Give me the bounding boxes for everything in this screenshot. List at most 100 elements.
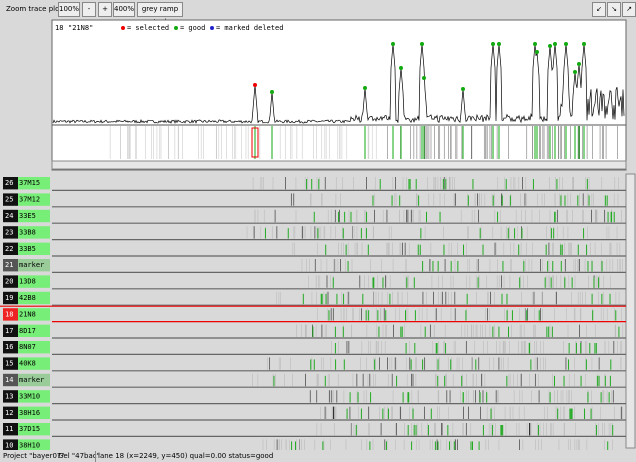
lane-name[interactable]: 37D15 <box>19 425 40 433</box>
zoom-button[interactable]: 400% <box>113 2 135 17</box>
peak-marker <box>548 44 552 48</box>
status-bar: Project "bayer07" Gel "47bac" lane 18 (x… <box>0 451 636 462</box>
lane-name-box <box>18 193 50 206</box>
lane-name-box <box>18 357 50 370</box>
peak-marker <box>253 83 257 87</box>
icon-button[interactable]: ↘ <box>607 2 621 17</box>
lane-number[interactable]: 25 <box>5 196 13 204</box>
lane-number[interactable]: 20 <box>5 278 13 286</box>
lane-number-box <box>3 423 18 436</box>
lane-name[interactable]: 8N07 <box>19 343 36 351</box>
zoom-button[interactable]: 100% <box>58 2 80 17</box>
lane-number[interactable]: 22 <box>5 245 13 253</box>
lane-name-box <box>18 226 50 239</box>
icon-button[interactable]: ↙ <box>592 2 606 17</box>
peak-marker <box>564 42 568 46</box>
lane-name[interactable]: 37M12 <box>19 196 40 204</box>
lane-name[interactable]: 42B8 <box>19 294 36 302</box>
h-scrollbar[interactable] <box>51 160 627 170</box>
lane-number[interactable]: 13 <box>5 392 13 400</box>
lane-name-box <box>18 177 50 190</box>
lane-number[interactable]: 15 <box>5 360 13 368</box>
lane-name-box <box>18 291 50 305</box>
peak-marker <box>461 87 465 91</box>
peak-marker <box>497 42 501 46</box>
lane-number[interactable]: 24 <box>5 212 13 220</box>
peak-marker <box>270 90 274 94</box>
legend-text: = marked deleted <box>216 24 283 32</box>
lane-name-box <box>18 373 50 387</box>
legend-dot <box>210 26 214 30</box>
lane-name[interactable]: 33E5 <box>19 212 36 220</box>
status-info: lane 18 (x=2249, y=450) qual=0.00 status… <box>95 451 273 462</box>
lane-number-box <box>3 259 18 272</box>
legend-dot <box>121 26 125 30</box>
trace-panel <box>51 19 627 171</box>
lane-number-box <box>3 275 18 288</box>
peak-marker <box>399 66 403 70</box>
lane-number-box <box>3 341 18 354</box>
peak-marker <box>420 42 424 46</box>
v-scrollbar[interactable] <box>625 173 636 449</box>
zoom-in-button[interactable]: + <box>98 2 112 17</box>
zoom-out-button[interactable]: - <box>82 2 96 17</box>
lane-number[interactable]: 23 <box>5 228 13 236</box>
lane-number-box <box>3 406 18 419</box>
lane-number-box <box>3 177 18 190</box>
lane-number[interactable]: 17 <box>5 327 13 335</box>
lane-number[interactable]: 21 <box>5 261 13 269</box>
lane-number[interactable]: 10 <box>5 442 13 450</box>
lane-name-box <box>18 439 50 450</box>
lane-name[interactable]: 38H16 <box>19 409 40 417</box>
lane-number[interactable]: 11 <box>5 425 13 433</box>
lane-number[interactable]: 12 <box>5 409 13 417</box>
lane-name[interactable]: 21N8 <box>19 310 36 318</box>
lane-number-box <box>3 324 18 337</box>
lane-name-box <box>18 324 50 337</box>
lane-name-box <box>18 242 50 255</box>
lane-name[interactable]: 37M15 <box>19 179 40 187</box>
lane-number[interactable]: 19 <box>5 294 13 302</box>
peak-marker <box>535 50 539 54</box>
grey-ramp-button[interactable]: grey ramp tool <box>137 2 183 26</box>
lane-number-box <box>3 439 18 450</box>
lane-name[interactable]: 33B5 <box>19 245 36 253</box>
lane-name[interactable]: 8D17 <box>19 327 36 335</box>
selected-band <box>251 127 259 158</box>
peak-marker <box>363 86 367 90</box>
lane-name[interactable]: 38H10 <box>19 442 40 450</box>
lane-name[interactable]: 13D8 <box>19 278 36 286</box>
lane-number-box <box>3 308 18 321</box>
lane-number-box <box>3 373 18 387</box>
peak-marker <box>533 42 537 46</box>
lane-number[interactable]: 18 <box>5 310 13 318</box>
lane-name[interactable]: 33B8 <box>19 228 36 236</box>
peak-marker <box>422 76 426 80</box>
lane-name-box <box>18 259 50 272</box>
trace-line <box>52 43 625 124</box>
lane-name[interactable]: marker <box>19 261 44 269</box>
lane-number[interactable]: 14 <box>5 376 13 384</box>
lane-number-box <box>3 226 18 239</box>
peak-marker <box>573 70 577 74</box>
legend-text: = selected <box>127 24 169 32</box>
lane-number-box <box>3 193 18 206</box>
lane-number-box <box>3 209 18 223</box>
status-project: Project "bayer07" <box>3 452 65 460</box>
trace-lane-number: 18 <box>55 24 63 32</box>
lane-name[interactable]: marker <box>19 376 44 384</box>
lane-name-box <box>18 209 50 223</box>
lane-number-box <box>3 291 18 305</box>
toolbar-label: Zoom trace plot : <box>6 5 67 13</box>
lane-name[interactable]: 33M10 <box>19 392 40 400</box>
peak-marker <box>582 42 586 46</box>
lane-number[interactable]: 26 <box>5 179 13 187</box>
lane-name[interactable]: 40K8 <box>19 360 36 368</box>
legend-text: = good <box>180 24 205 32</box>
lane-name-box <box>18 308 50 321</box>
viewer: 18 "21N8" = selected = good = marked del… <box>0 19 636 450</box>
peak-marker <box>391 42 395 46</box>
lane-number-box <box>3 390 18 403</box>
lane-number[interactable]: 16 <box>5 343 13 351</box>
lane-name-box <box>18 406 50 419</box>
